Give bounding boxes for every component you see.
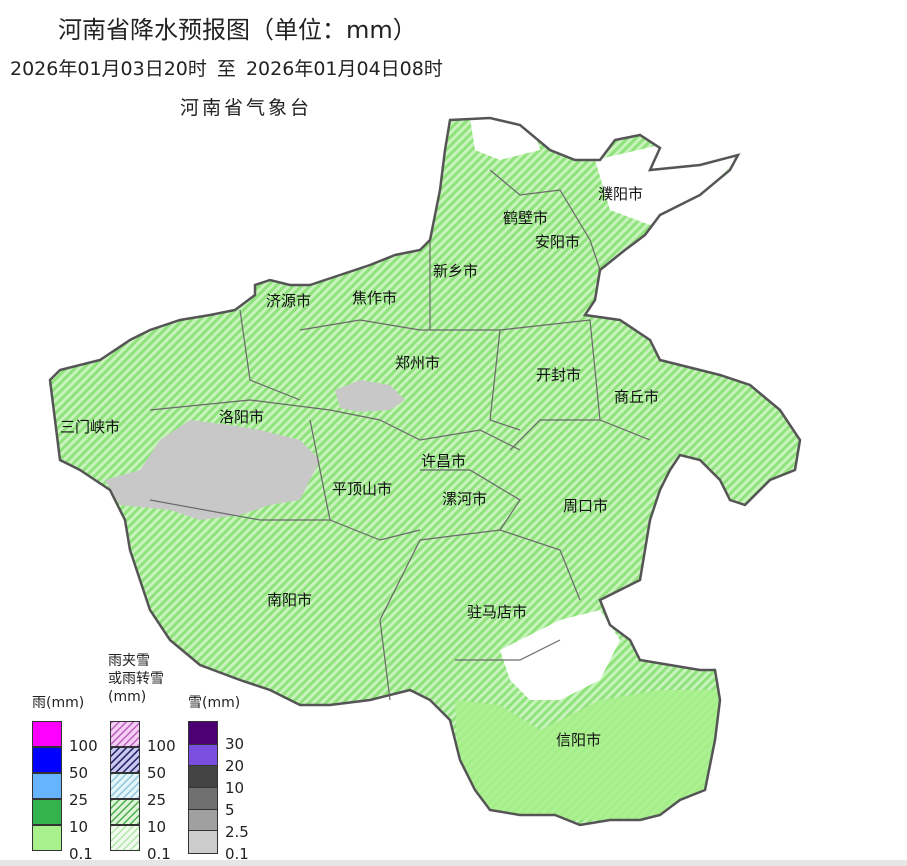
city-label: 鹤壁市 xyxy=(503,209,548,227)
city-label: 南阳市 xyxy=(267,591,312,609)
legend-swatch xyxy=(110,825,140,851)
city-boundaries xyxy=(149,169,651,701)
legend-mixed-title: 雨夹雪 或雨转雪 (mm) xyxy=(108,652,164,706)
legend-swatch xyxy=(188,787,218,810)
legend-mixed-title-line: 或雨转雪 xyxy=(108,671,164,687)
legend-label: 0.1 xyxy=(225,845,249,863)
city-label: 驻马店市 xyxy=(467,603,527,621)
city-label: 平顶山市 xyxy=(332,480,392,498)
legend-label: 30 xyxy=(225,735,245,753)
snow-area-west xyxy=(105,420,320,520)
legend-swatch xyxy=(188,765,218,788)
legend-label: 20 xyxy=(225,757,245,775)
legend-swatch xyxy=(32,721,62,747)
legend-label: 50 xyxy=(147,764,167,782)
legend-label: 2.5 xyxy=(225,823,249,841)
legend-swatch xyxy=(110,799,140,825)
city-label: 周口市 xyxy=(563,497,608,515)
legend-swatch xyxy=(32,799,62,825)
city-label: 濮阳市 xyxy=(598,185,643,203)
city-label: 济源市 xyxy=(266,292,311,310)
no-precip-xinyang xyxy=(500,610,620,700)
legend-swatch xyxy=(32,773,62,799)
legend-swatch xyxy=(110,721,140,747)
legend-mixed-title-line: 雨夹雪 xyxy=(108,653,150,669)
legend-label: 5 xyxy=(225,801,235,819)
legend-label: 100 xyxy=(147,737,176,755)
city-label: 安阳市 xyxy=(535,233,580,251)
city-label: 郑州市 xyxy=(395,354,440,372)
bottom-border xyxy=(0,860,907,866)
map-title: 河南省降水预报图（单位：mm） xyxy=(58,16,417,44)
city-label: 商丘市 xyxy=(614,388,659,406)
legend-swatch xyxy=(32,747,62,773)
legend-swatch xyxy=(188,721,218,745)
legend-label: 50 xyxy=(69,764,89,782)
legend-label: 10 xyxy=(225,779,245,797)
legend-swatch xyxy=(188,809,218,831)
city-label: 信阳市 xyxy=(556,731,601,749)
legend-label: 0.1 xyxy=(147,845,171,863)
legend-label: 100 xyxy=(69,737,98,755)
city-label: 洛阳市 xyxy=(219,408,264,426)
legend-swatch xyxy=(188,744,218,766)
city-labels: 濮阳市 鹤壁市 安阳市 新乡市 济源市 焦作市 郑州市 开封市 商丘市 三门峡市… xyxy=(60,185,659,749)
agency-name: 河南省气象台 xyxy=(180,97,313,119)
snow-area-zhengzhou xyxy=(335,380,405,412)
rain-area-xinyang xyxy=(455,690,720,820)
legend-swatch xyxy=(110,773,140,799)
legend-swatch xyxy=(110,747,140,773)
legend-mixed-title-line: (mm) xyxy=(108,689,147,705)
legend-snow-title: 雪(mm) xyxy=(188,695,241,711)
legend-label: 25 xyxy=(147,791,167,809)
city-label: 开封市 xyxy=(536,366,581,384)
legend-label: 0.1 xyxy=(69,845,93,863)
city-label: 焦作市 xyxy=(352,289,397,307)
legend-label: 25 xyxy=(69,791,89,809)
city-label: 三门峡市 xyxy=(60,418,120,436)
forecast-period: 2026年01月03日20时 至 2026年01月04日08时 xyxy=(10,58,443,80)
city-label: 许昌市 xyxy=(421,452,466,470)
city-label: 漯河市 xyxy=(442,490,487,508)
legend-rain-title: 雨(mm) xyxy=(32,695,85,711)
legend-label: 10 xyxy=(147,818,167,836)
city-label: 新乡市 xyxy=(433,262,478,280)
legend-swatch xyxy=(188,830,218,854)
legend-swatch xyxy=(32,825,62,851)
legend-label: 10 xyxy=(69,818,89,836)
